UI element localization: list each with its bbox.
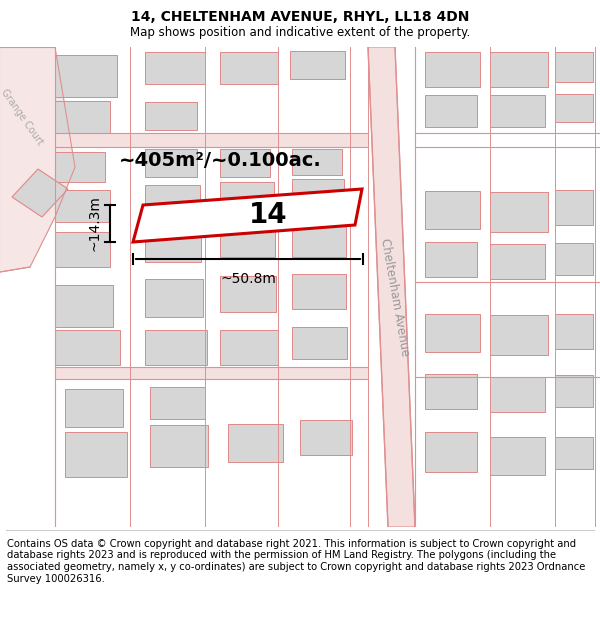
Text: 14: 14 bbox=[249, 201, 287, 229]
Text: ~50.8m: ~50.8m bbox=[220, 272, 276, 286]
Bar bbox=[55, 232, 110, 267]
Bar bbox=[55, 285, 113, 327]
Bar bbox=[55, 101, 110, 133]
Bar bbox=[220, 182, 274, 212]
Bar bbox=[145, 228, 201, 262]
Polygon shape bbox=[55, 133, 368, 147]
Bar bbox=[55, 152, 105, 182]
Polygon shape bbox=[0, 47, 75, 272]
Polygon shape bbox=[55, 367, 368, 379]
Bar bbox=[490, 95, 545, 127]
Bar bbox=[300, 420, 352, 455]
Bar bbox=[145, 279, 203, 317]
Bar bbox=[425, 52, 480, 87]
Bar bbox=[65, 389, 123, 427]
Bar bbox=[425, 95, 477, 127]
Bar bbox=[145, 330, 207, 365]
Bar bbox=[490, 437, 545, 475]
Bar bbox=[555, 314, 593, 349]
Text: Contains OS data © Crown copyright and database right 2021. This information is : Contains OS data © Crown copyright and d… bbox=[7, 539, 586, 584]
Bar bbox=[292, 149, 342, 175]
Bar bbox=[220, 52, 278, 84]
Bar bbox=[555, 243, 593, 275]
Text: ~14.3m: ~14.3m bbox=[88, 196, 102, 251]
Bar bbox=[490, 377, 545, 412]
Bar bbox=[65, 432, 127, 477]
Bar bbox=[220, 224, 275, 257]
Bar bbox=[292, 179, 344, 209]
Bar bbox=[290, 51, 345, 79]
Bar bbox=[55, 55, 117, 97]
Bar bbox=[150, 387, 205, 419]
Polygon shape bbox=[368, 47, 415, 527]
Bar bbox=[55, 330, 120, 365]
Bar bbox=[292, 274, 346, 309]
Text: ~405m²/~0.100ac.: ~405m²/~0.100ac. bbox=[119, 151, 322, 169]
Text: Cheltenham Avenue: Cheltenham Avenue bbox=[378, 237, 412, 357]
Bar bbox=[220, 330, 278, 365]
Text: Grange Court: Grange Court bbox=[0, 88, 45, 147]
Bar bbox=[292, 224, 346, 257]
Bar bbox=[555, 437, 593, 469]
Bar bbox=[150, 425, 208, 467]
Bar bbox=[555, 94, 593, 122]
Bar bbox=[145, 185, 200, 217]
Bar bbox=[292, 327, 347, 359]
Polygon shape bbox=[133, 189, 362, 242]
Bar bbox=[555, 375, 593, 407]
Bar bbox=[220, 149, 270, 177]
Bar bbox=[145, 102, 197, 130]
Bar bbox=[555, 190, 593, 225]
Bar bbox=[555, 52, 593, 82]
Bar bbox=[490, 52, 548, 87]
Bar bbox=[228, 424, 283, 462]
Bar bbox=[425, 242, 477, 277]
Text: 14, CHELTENHAM AVENUE, RHYL, LL18 4DN: 14, CHELTENHAM AVENUE, RHYL, LL18 4DN bbox=[131, 11, 469, 24]
Bar bbox=[425, 432, 477, 472]
Bar bbox=[220, 276, 276, 312]
Bar bbox=[425, 191, 480, 229]
Bar bbox=[145, 52, 205, 84]
Bar bbox=[490, 192, 548, 232]
Bar bbox=[145, 149, 197, 177]
Text: Map shows position and indicative extent of the property.: Map shows position and indicative extent… bbox=[130, 26, 470, 39]
Bar bbox=[425, 314, 480, 352]
Polygon shape bbox=[12, 169, 68, 217]
Bar bbox=[490, 315, 548, 355]
Bar bbox=[490, 244, 545, 279]
Bar bbox=[55, 190, 110, 222]
Bar bbox=[425, 374, 477, 409]
